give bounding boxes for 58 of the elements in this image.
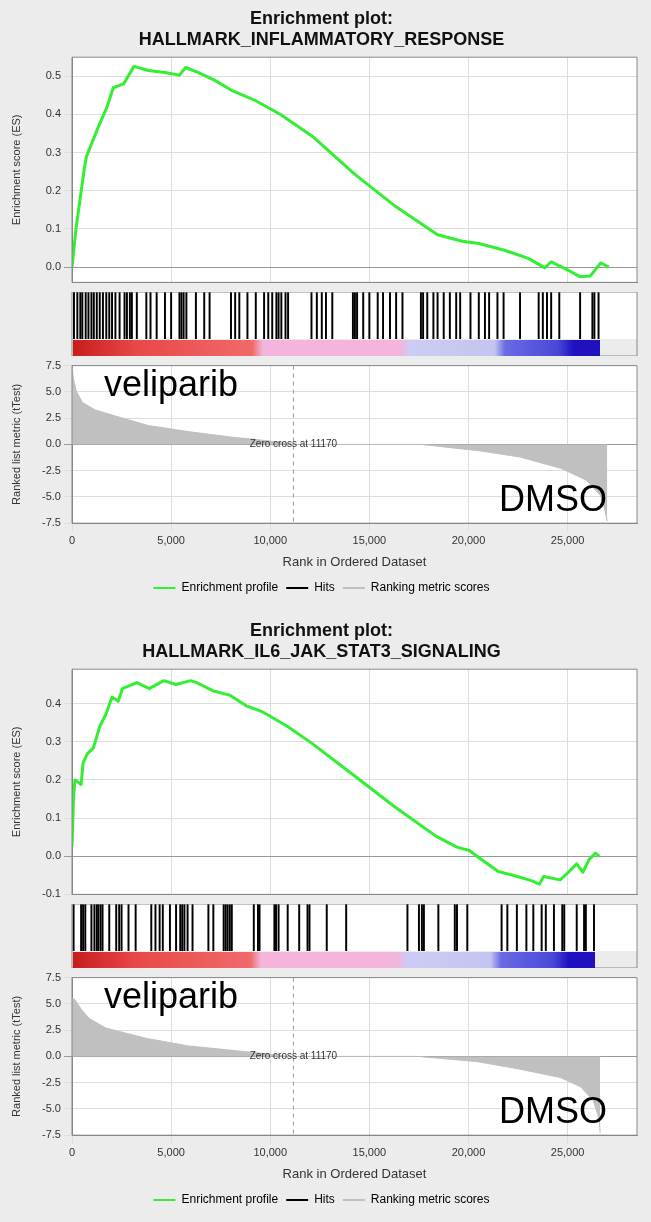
x-tick-label: 5,000 (157, 533, 185, 546)
y-tick-label: 0.2 (45, 772, 61, 785)
chart-title: Enrichment plot: HALLMARK_INFLAMMATORY_RESPONSE (138, 7, 505, 50)
y-tick-label: 2.5 (45, 411, 61, 424)
y-axis-title: Ranked list metric (tTest) (9, 383, 22, 505)
y-tick-label: 7.5 (45, 358, 61, 371)
annotation: veliparib (104, 362, 239, 404)
y-tick-label: 0.2 (45, 183, 61, 196)
x-tick-label: 5,000 (157, 1145, 185, 1158)
y-tick-label: 0.5 (45, 69, 61, 82)
x-tick-label: 10,000 (253, 1145, 288, 1158)
x-tick-label: 25,000 (550, 1145, 585, 1158)
y-tick-label: 0.0 (45, 260, 61, 273)
y-tick-label: -2.5 (42, 1075, 61, 1088)
y-tick-label: 0.0 (45, 1049, 61, 1062)
x-tick-label: 20,000 (451, 533, 486, 546)
text: Enrichment profile (181, 1192, 279, 1207)
y-tick-label: -2.5 (42, 463, 61, 476)
y-tick-label: -0.1 (42, 887, 61, 900)
y-tick-label: -7.5 (42, 1128, 61, 1141)
ref-line-label: Zero cross at 11170 (249, 1050, 338, 1062)
x-tick-label: 0 (68, 1145, 76, 1158)
y-tick-label: -5.0 (42, 1101, 61, 1114)
y-tick-label: 0.3 (45, 734, 61, 747)
text: Hits (314, 1192, 335, 1207)
x-tick-label: 25,000 (550, 533, 585, 546)
x-tick-label: 20,000 (451, 1145, 486, 1158)
x-tick-label: 15,000 (352, 533, 387, 546)
text: Enrichment profile (181, 580, 279, 595)
y-tick-label: 2.5 (45, 1023, 61, 1036)
x-axis-title: Rank in Ordered Dataset (282, 1165, 427, 1181)
y-tick-label: 5.0 (45, 384, 61, 397)
x-tick-label: 0 (68, 533, 76, 546)
legend-label: Ranking metric scores (370, 1192, 490, 1207)
annotation: veliparib (104, 974, 239, 1016)
y-tick-label: 0.3 (45, 145, 61, 158)
y-tick-label: -7.5 (42, 516, 61, 529)
legend-label: Ranking metric scores (370, 580, 490, 595)
y-axis-title: Ranked list metric (tTest) (9, 995, 22, 1117)
ref-line-label: Zero cross at 11170 (249, 438, 338, 450)
y-tick-label: 0.4 (45, 696, 61, 709)
y-tick-label: 0.0 (45, 849, 61, 862)
text: Hits (314, 580, 335, 595)
x-tick-label: 15,000 (352, 1145, 387, 1158)
y-tick-label: 0.0 (45, 437, 61, 450)
annotation: DMSO (499, 478, 607, 520)
annotation: DMSO (499, 1090, 607, 1132)
y-tick-label: 0.1 (45, 221, 61, 234)
x-tick-label: 10,000 (253, 533, 288, 546)
y-tick-label: -5.0 (42, 489, 61, 502)
x-axis-title: Rank in Ordered Dataset (282, 553, 427, 569)
y-axis-title: Enrichment score (ES) (9, 114, 22, 226)
chart-title: Enrichment plot: HALLMARK_IL6_JAK_STAT3_SIGNALING (142, 619, 501, 662)
y-tick-label: 7.5 (45, 970, 61, 983)
y-tick-label: 0.4 (45, 107, 61, 120)
y-tick-label: 0.1 (45, 811, 61, 824)
y-tick-label: 5.0 (45, 996, 61, 1009)
y-axis-title: Enrichment score (ES) (9, 726, 22, 838)
